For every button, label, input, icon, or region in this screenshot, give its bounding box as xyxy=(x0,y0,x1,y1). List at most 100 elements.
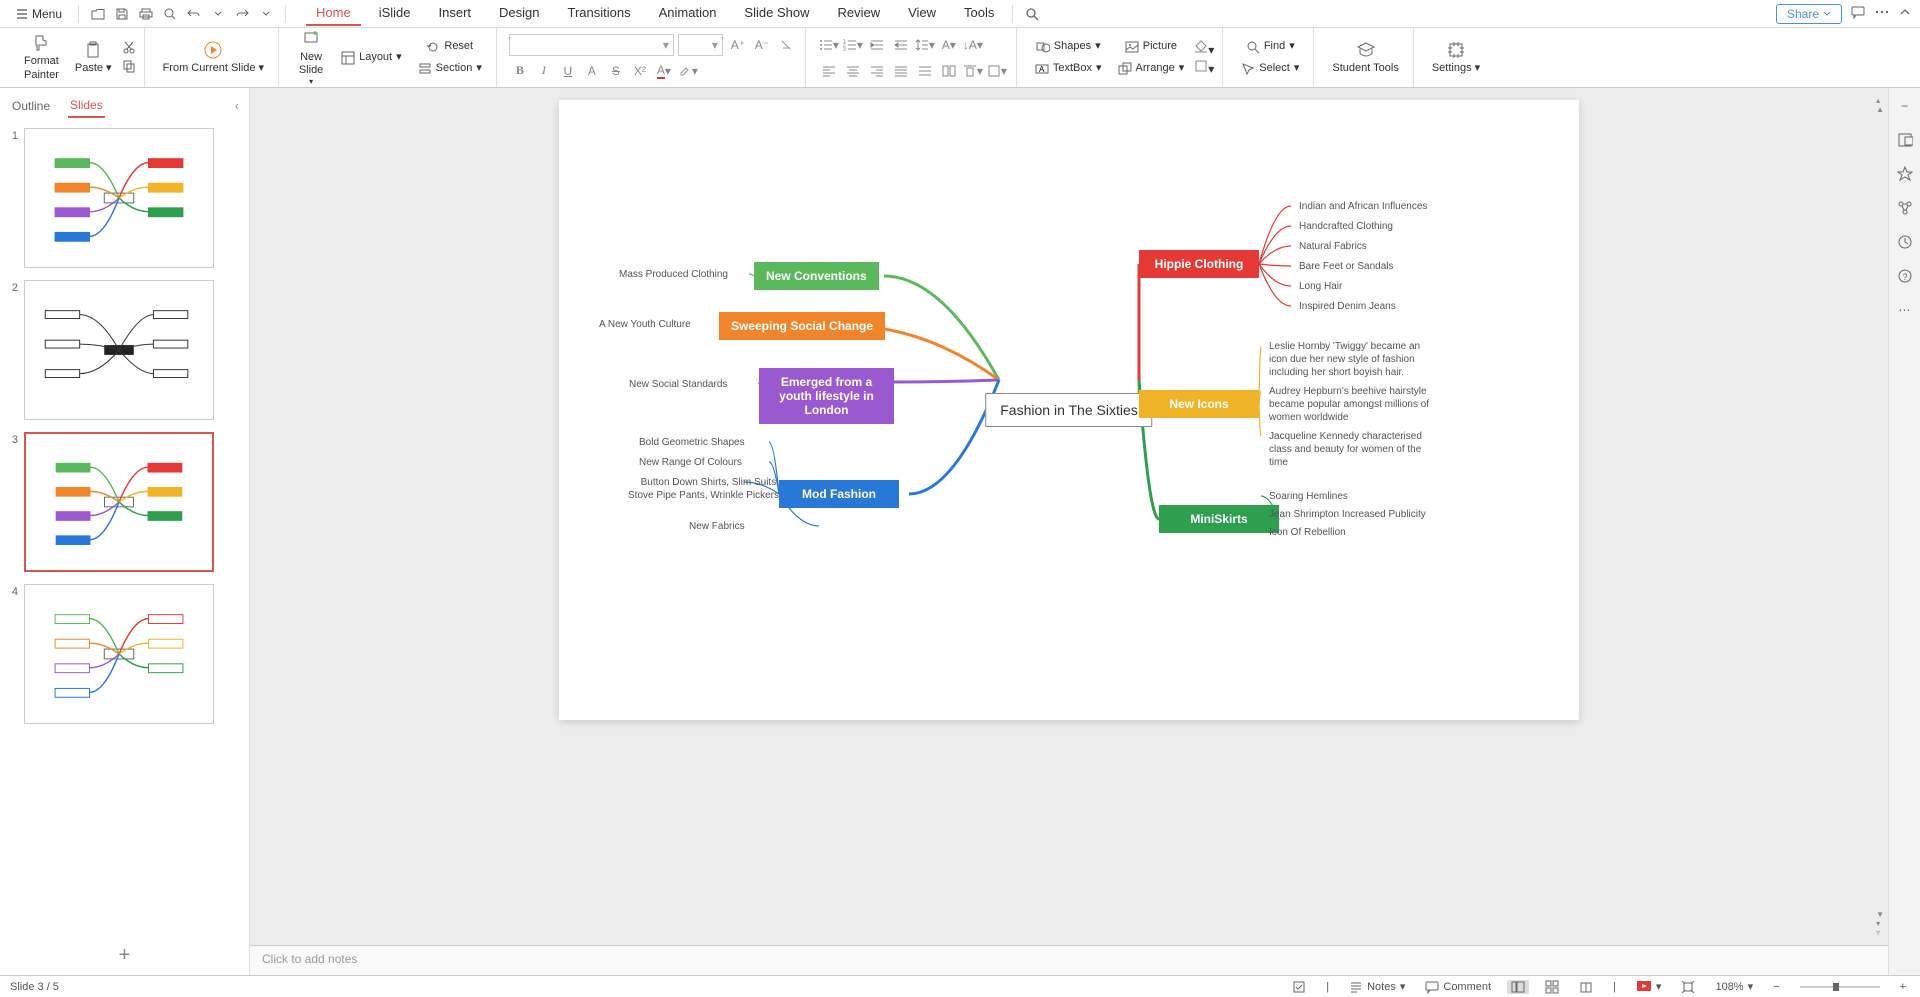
decrease-font-icon[interactable]: A⁻ xyxy=(751,34,773,56)
slide-thumb-4[interactable] xyxy=(24,584,214,724)
print-icon[interactable] xyxy=(135,3,157,25)
outline-tab[interactable]: Outline xyxy=(10,95,52,117)
leaf[interactable]: Inspired Denim Jeans xyxy=(1299,300,1396,313)
fit-icon[interactable] xyxy=(1677,980,1699,994)
mindmap-center[interactable]: Fashion in The Sixties xyxy=(985,393,1152,427)
search-icon[interactable] xyxy=(1021,3,1043,25)
help-icon[interactable]: ? xyxy=(1895,266,1915,286)
branch-hippie-clothing[interactable]: Hippie Clothing xyxy=(1139,250,1259,278)
redo-dropdown-icon[interactable] xyxy=(255,3,277,25)
zoom-out-icon[interactable]: − xyxy=(1769,981,1783,993)
align-right-icon[interactable] xyxy=(866,60,888,82)
zoom-level[interactable]: 108% ▾ xyxy=(1711,980,1757,993)
leaf[interactable]: Indian and African Influences xyxy=(1299,200,1427,213)
tab-transitions[interactable]: Transitions xyxy=(558,1,641,26)
leaf[interactable]: Natural Fabrics xyxy=(1299,240,1367,253)
share-button[interactable]: Share xyxy=(1776,4,1842,24)
slide-thumb-1[interactable] xyxy=(24,128,214,268)
outline-icon[interactable]: ▾ xyxy=(1194,59,1214,76)
leaf[interactable]: Handcrafted Clothing xyxy=(1299,220,1393,233)
leaf[interactable]: New Range Of Colours xyxy=(639,456,742,469)
leaf[interactable]: A New Youth Culture xyxy=(599,318,691,331)
zoom-slider[interactable] xyxy=(1796,980,1884,994)
branch-new-conventions[interactable]: New Conventions xyxy=(754,262,879,290)
slideshow-icon[interactable]: ▾ xyxy=(1632,979,1666,995)
print-preview-icon[interactable] xyxy=(159,3,181,25)
align-top-icon[interactable]: ▾ xyxy=(962,60,984,82)
menu-button[interactable]: Menu xyxy=(8,4,70,24)
notes-area[interactable]: Click to add notes xyxy=(250,945,1888,975)
from-current-slide-button[interactable]: From Current Slide ▾ xyxy=(157,38,271,77)
zoom-in-icon[interactable]: + xyxy=(1896,981,1910,993)
collapse-ribbon-icon[interactable] xyxy=(1898,5,1912,22)
leaf[interactable]: Jean Shrimpton Increased Publicity xyxy=(1269,508,1426,521)
tab-insert[interactable]: Insert xyxy=(429,1,482,26)
find-button[interactable]: Find ▾ xyxy=(1235,37,1305,57)
branch-miniskirts[interactable]: MiniSkirts xyxy=(1159,505,1279,533)
format-painter-button[interactable]: Format Painter xyxy=(18,31,65,83)
leaf[interactable]: New Fabrics xyxy=(689,520,745,533)
font-size-selector[interactable]: ▾ xyxy=(678,34,723,56)
branch-sweeping-social-chan[interactable]: Sweeping Social Change xyxy=(719,312,885,340)
numbering-icon[interactable]: 123▾ xyxy=(842,34,864,56)
properties-icon[interactable] xyxy=(1895,130,1915,150)
leaf[interactable]: New Social Standards xyxy=(629,378,727,391)
highlight-icon[interactable]: ▾ xyxy=(677,60,699,82)
select-button[interactable]: Select ▾ xyxy=(1235,59,1305,79)
layout-button[interactable]: Layout ▾ xyxy=(335,48,408,68)
tab-view[interactable]: View xyxy=(898,1,946,26)
leaf[interactable]: Button Down Shirts, Slim Suits, Stove Pi… xyxy=(614,476,779,502)
underline-icon[interactable]: U xyxy=(557,60,579,82)
history-icon[interactable] xyxy=(1895,232,1915,252)
settings-button[interactable]: Settings ▾ xyxy=(1426,38,1486,77)
settings-rail-icon[interactable] xyxy=(1895,198,1915,218)
text-direction-icon[interactable]: A▾ xyxy=(938,34,960,56)
student-tools-button[interactable]: Student Tools xyxy=(1326,38,1404,77)
copy-icon[interactable] xyxy=(122,59,136,76)
tab-design[interactable]: Design xyxy=(489,1,549,26)
collapse-panel-icon[interactable]: ‹ xyxy=(235,99,239,113)
branch-new-icons[interactable]: New Icons xyxy=(1139,390,1259,418)
shapes-button[interactable]: Shapes ▾ xyxy=(1029,37,1108,57)
justify-icon[interactable] xyxy=(890,60,912,82)
convert-icon[interactable]: ▾ xyxy=(986,60,1008,82)
bullets-icon[interactable]: ▾ xyxy=(818,34,840,56)
new-slide-button[interactable]: New Slide▾ xyxy=(291,27,331,89)
spellcheck-icon[interactable] xyxy=(1288,980,1310,994)
font-color-icon[interactable]: A▾ xyxy=(653,60,675,82)
branch-emerged-from-a-youth[interactable]: Emerged from a youth lifestyle in London xyxy=(759,368,894,424)
tab-slide-show[interactable]: Slide Show xyxy=(734,1,819,26)
normal-view-icon[interactable] xyxy=(1507,980,1529,994)
leaf[interactable]: Long Hair xyxy=(1299,280,1342,293)
textbox-button[interactable]: ATextBox ▾ xyxy=(1029,59,1108,79)
fill-icon[interactable]: ▾ xyxy=(1194,40,1214,57)
leaf[interactable]: Bold Geometric Shapes xyxy=(639,436,745,449)
sorter-view-icon[interactable] xyxy=(1541,980,1563,994)
italic-icon[interactable]: I xyxy=(533,60,555,82)
leaf[interactable]: Icon Of Rebellion xyxy=(1269,526,1346,539)
leaf[interactable]: Audrey Hepburn's beehive hairstyle becam… xyxy=(1269,385,1434,424)
tab-home[interactable]: Home xyxy=(306,1,361,26)
branch-mod-fashion[interactable]: Mod Fashion xyxy=(779,480,899,508)
tab-animation[interactable]: Animation xyxy=(649,1,727,26)
bold-icon[interactable]: B xyxy=(509,60,531,82)
tab-tools[interactable]: Tools xyxy=(954,1,1004,26)
add-slide-button[interactable]: + xyxy=(0,936,249,975)
leaf[interactable]: Leslie Hornby 'Twiggy' became an icon du… xyxy=(1269,340,1434,379)
section-button[interactable]: Section ▾ xyxy=(412,59,488,79)
text-direction2-icon[interactable]: ↓A▾ xyxy=(962,34,984,56)
leaf[interactable]: Jacqueline Kennedy characterised class a… xyxy=(1269,430,1434,469)
shadow-icon[interactable]: A xyxy=(581,60,603,82)
indent-left-icon[interactable] xyxy=(890,34,912,56)
undo-dropdown-icon[interactable] xyxy=(207,3,229,25)
align-center-icon[interactable] xyxy=(842,60,864,82)
strikethrough-icon[interactable]: S xyxy=(605,60,627,82)
indent-right-icon[interactable] xyxy=(866,34,888,56)
font-selector[interactable]: ▾ xyxy=(509,34,674,56)
picture-button[interactable]: Picture xyxy=(1112,37,1191,57)
more-rail-icon[interactable]: ⋯ xyxy=(1895,300,1915,320)
redo-icon[interactable] xyxy=(231,3,253,25)
notes-button[interactable]: Notes ▾ xyxy=(1345,980,1409,994)
feedback-icon[interactable] xyxy=(1850,4,1866,23)
slide-thumb-3[interactable] xyxy=(24,432,214,572)
